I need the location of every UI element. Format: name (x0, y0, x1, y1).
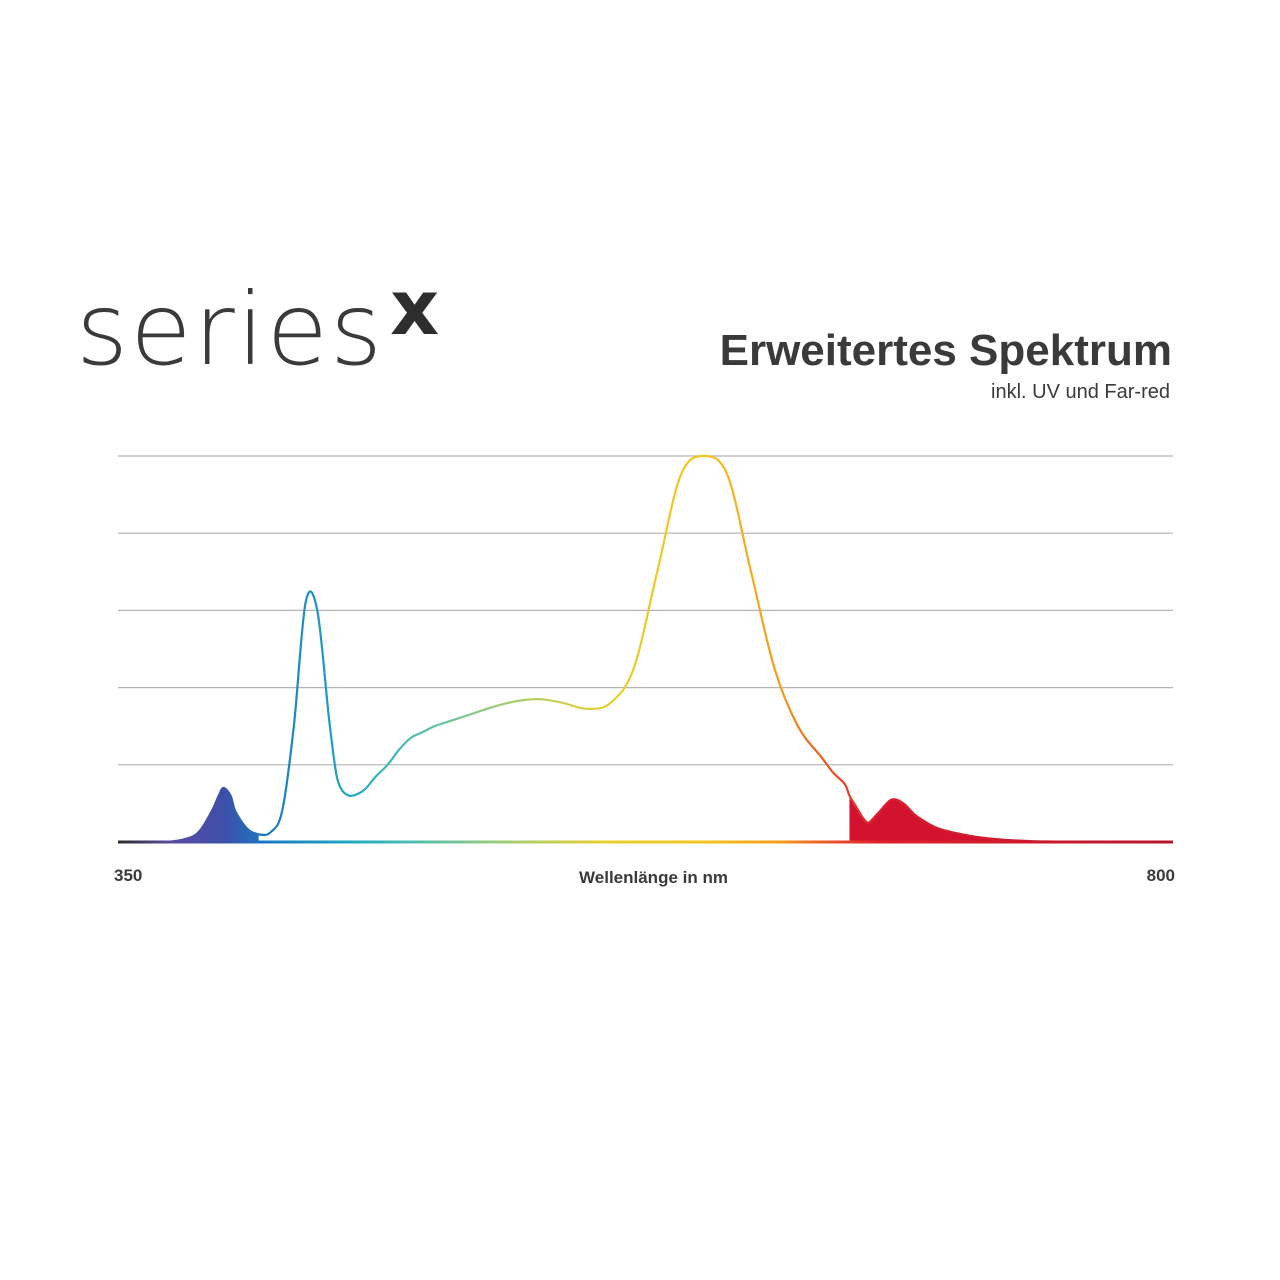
x-tick-label-start: 350 (114, 866, 142, 885)
axis-labels: 350 800 Wellenlänge in nm (114, 866, 1175, 887)
spectrum-line (117, 454, 1173, 844)
uv-band-fill (164, 787, 259, 842)
chart-subtitle: inkl. UV und Far-red (991, 381, 1170, 403)
brand-x-mark: x (390, 263, 440, 352)
far-red-band-fill (849, 795, 1173, 842)
grid-lines (118, 455, 1173, 766)
x-tick-label-end: 800 (1147, 866, 1175, 885)
chart-title: Erweitertes Spektrum (719, 326, 1172, 375)
brand-word: series (76, 271, 385, 388)
x-axis-label: Wellenlänge in nm (579, 868, 728, 887)
brand-logo: series x (76, 270, 439, 380)
spectrum-fills (164, 787, 1173, 842)
